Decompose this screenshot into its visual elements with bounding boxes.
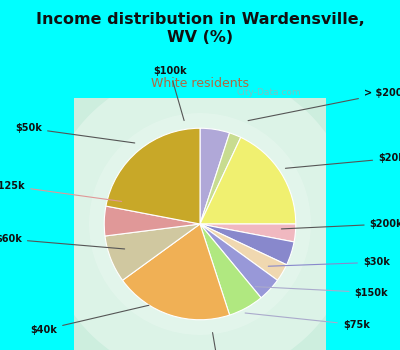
Ellipse shape [134, 158, 266, 290]
Wedge shape [200, 224, 296, 242]
Text: White residents: White residents [151, 77, 249, 90]
Wedge shape [106, 128, 200, 224]
Text: $60k: $60k [0, 234, 125, 249]
Wedge shape [200, 137, 296, 224]
Text: $40k: $40k [30, 305, 149, 335]
Wedge shape [200, 224, 278, 298]
Text: $150k: $150k [255, 287, 388, 298]
Wedge shape [200, 133, 241, 224]
Text: $10k: $10k [207, 332, 234, 350]
Ellipse shape [0, 25, 400, 350]
Wedge shape [105, 224, 200, 280]
Text: $30k: $30k [268, 257, 390, 267]
Wedge shape [200, 224, 261, 315]
Wedge shape [200, 224, 287, 280]
Text: $50k: $50k [15, 123, 135, 143]
Ellipse shape [89, 113, 311, 335]
Wedge shape [122, 224, 230, 320]
Text: $100k: $100k [153, 66, 186, 120]
Text: $20k: $20k [286, 154, 400, 168]
Wedge shape [200, 128, 230, 224]
Text: $125k: $125k [0, 181, 122, 202]
Wedge shape [104, 206, 200, 236]
Wedge shape [200, 224, 294, 265]
Text: City-Data.com: City-Data.com [236, 88, 301, 97]
FancyBboxPatch shape [0, 65, 400, 350]
Text: $200k: $200k [281, 219, 400, 229]
Text: > $200k: > $200k [248, 88, 400, 121]
Ellipse shape [45, 69, 355, 350]
Text: Income distribution in Wardensville,
WV (%): Income distribution in Wardensville, WV … [36, 12, 364, 46]
Text: $75k: $75k [245, 313, 370, 330]
